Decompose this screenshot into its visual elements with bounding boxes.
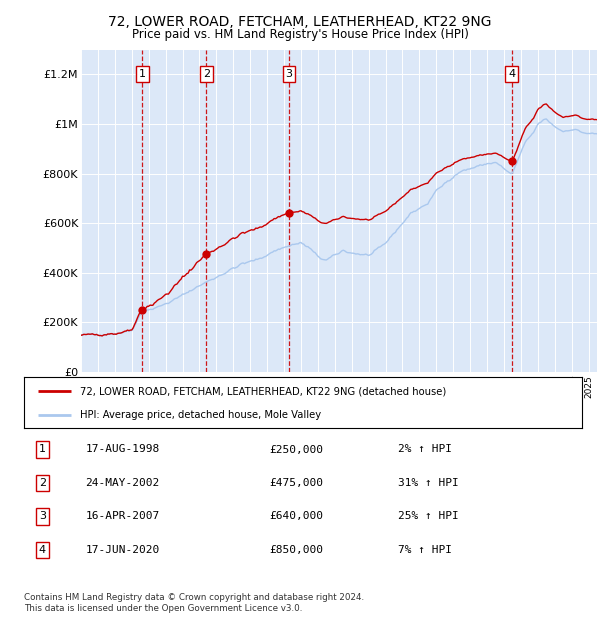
Text: £250,000: £250,000 (269, 445, 323, 454)
Text: HPI: Average price, detached house, Mole Valley: HPI: Average price, detached house, Mole… (80, 410, 321, 420)
Text: 3: 3 (39, 512, 46, 521)
Text: 17-JUN-2020: 17-JUN-2020 (85, 545, 160, 555)
Text: 24-MAY-2002: 24-MAY-2002 (85, 478, 160, 488)
Text: 16-APR-2007: 16-APR-2007 (85, 512, 160, 521)
Text: Contains HM Land Registry data © Crown copyright and database right 2024.
This d: Contains HM Land Registry data © Crown c… (24, 593, 364, 613)
Text: 4: 4 (39, 545, 46, 555)
Text: £475,000: £475,000 (269, 478, 323, 488)
Text: 2: 2 (203, 69, 210, 79)
Text: 25% ↑ HPI: 25% ↑ HPI (398, 512, 458, 521)
Text: 4: 4 (508, 69, 515, 79)
Text: 1: 1 (139, 69, 146, 79)
Text: 3: 3 (286, 69, 293, 79)
Text: 17-AUG-1998: 17-AUG-1998 (85, 445, 160, 454)
Text: 2% ↑ HPI: 2% ↑ HPI (398, 445, 452, 454)
Text: 31% ↑ HPI: 31% ↑ HPI (398, 478, 458, 488)
Text: 72, LOWER ROAD, FETCHAM, LEATHERHEAD, KT22 9NG (detached house): 72, LOWER ROAD, FETCHAM, LEATHERHEAD, KT… (80, 386, 446, 396)
Text: 72, LOWER ROAD, FETCHAM, LEATHERHEAD, KT22 9NG: 72, LOWER ROAD, FETCHAM, LEATHERHEAD, KT… (108, 16, 492, 30)
Text: 7% ↑ HPI: 7% ↑ HPI (398, 545, 452, 555)
Text: 1: 1 (39, 445, 46, 454)
Text: 2: 2 (39, 478, 46, 488)
Text: Price paid vs. HM Land Registry's House Price Index (HPI): Price paid vs. HM Land Registry's House … (131, 28, 469, 41)
Text: £850,000: £850,000 (269, 545, 323, 555)
Text: £640,000: £640,000 (269, 512, 323, 521)
